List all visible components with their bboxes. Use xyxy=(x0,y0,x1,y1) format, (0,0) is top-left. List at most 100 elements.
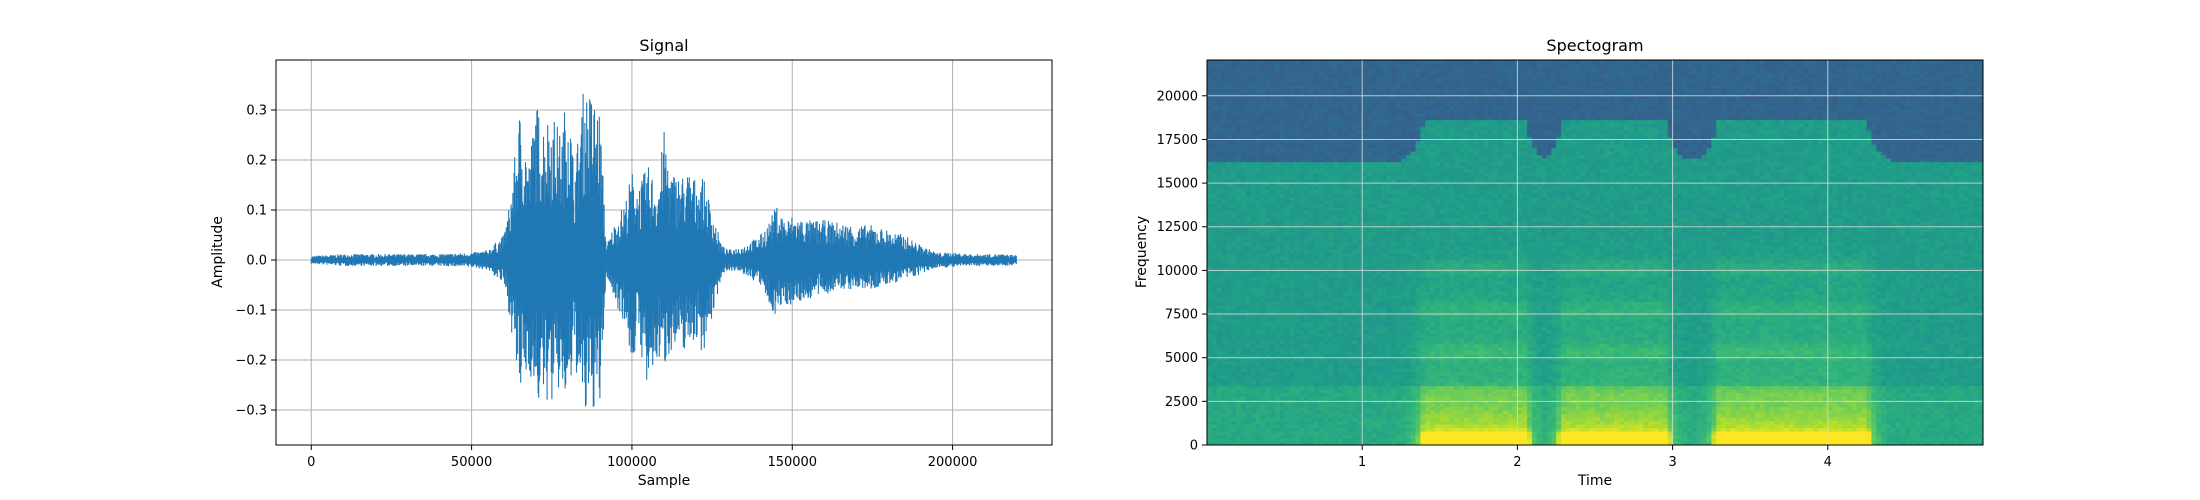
spectrogram-cell xyxy=(1323,256,1329,261)
spectrogram-cell xyxy=(1323,315,1329,320)
spectrogram-cell xyxy=(1381,326,1388,331)
spectrogram-cell xyxy=(1415,301,1421,306)
spectrogram-cell xyxy=(1304,158,1310,163)
spectrogram-cell xyxy=(1362,315,1368,320)
spectrogram-cell xyxy=(1216,364,1223,369)
spectrogram-cell xyxy=(1381,343,1388,348)
spectrogram-cell xyxy=(1236,60,1242,65)
spectrogram-cell xyxy=(1211,203,1218,208)
spectrogram-cell xyxy=(1270,336,1276,341)
spectrogram-cell xyxy=(1304,410,1310,415)
spectrogram-cell xyxy=(1270,165,1276,170)
spectrogram-cell xyxy=(1396,112,1402,117)
spectrogram-cell xyxy=(1318,154,1324,159)
spectrogram-cell xyxy=(1415,287,1421,292)
spectrogram-cell xyxy=(1226,221,1232,226)
spectrogram-cell xyxy=(1318,63,1324,68)
spectrogram-cell xyxy=(1367,420,1373,425)
spectrogram-cell xyxy=(1415,403,1421,408)
spectrogram-cell xyxy=(1274,273,1281,278)
spectrogram-cell xyxy=(1289,396,1295,401)
spectrogram-cell xyxy=(1376,228,1383,233)
spectrogram-cell xyxy=(1362,60,1368,65)
spectrogram-cell xyxy=(1211,263,1218,268)
spectrogram-cell xyxy=(1216,259,1223,264)
spectrogram-cell xyxy=(1352,301,1358,306)
spectrogram-cell xyxy=(1357,196,1363,201)
spectrogram-cell xyxy=(1352,438,1358,443)
spectrogram-cell xyxy=(1240,273,1247,278)
spectrogram-cell xyxy=(1386,249,1392,254)
spectrogram-cell xyxy=(1342,438,1349,443)
spectrogram-cell xyxy=(1211,301,1218,306)
spectrogram-cell xyxy=(1401,165,1407,170)
spectrogram-cell xyxy=(1231,298,1237,303)
spectrogram-cell xyxy=(1386,413,1392,418)
spectrogram-cell xyxy=(1328,196,1334,201)
spectrogram-cell xyxy=(1255,91,1261,96)
spectrogram-cell xyxy=(1401,280,1407,285)
spectrogram-cell xyxy=(1347,263,1354,268)
spectrogram-cell xyxy=(1352,228,1358,233)
spectrogram-cell xyxy=(1255,284,1261,289)
spectrogram-cell xyxy=(1284,424,1291,429)
spectrogram-cell xyxy=(1270,301,1276,306)
spectrogram-cell xyxy=(1231,347,1237,352)
spectrogram-cell xyxy=(1289,259,1295,264)
spectrogram-cell xyxy=(1216,403,1223,408)
spectrogram-cell xyxy=(1265,91,1271,96)
spectrogram-cell xyxy=(1376,77,1383,82)
spectrogram-cell xyxy=(1367,91,1373,96)
spectrogram-cell xyxy=(1391,385,1397,390)
spectrogram-cell xyxy=(1337,60,1344,65)
spectrogram-cell xyxy=(1255,301,1261,306)
spectrogram-cell xyxy=(1405,438,1412,443)
spectrogram-cell xyxy=(1405,144,1412,149)
spectrogram-cell xyxy=(1284,144,1291,149)
spectrogram-cell xyxy=(1328,249,1334,254)
spectrogram-cell xyxy=(1274,287,1281,292)
spectrogram-cell xyxy=(1308,203,1315,208)
spectrogram-cell xyxy=(1318,175,1324,180)
spectrogram-cell xyxy=(1396,88,1402,93)
spectrogram-cell xyxy=(1236,126,1242,131)
spectrogram-cell xyxy=(1255,95,1261,100)
spectrogram-cell xyxy=(1231,74,1237,79)
spectrogram-cell xyxy=(1342,84,1349,89)
spectrogram-cell xyxy=(1381,420,1388,425)
spectrogram-cell xyxy=(1391,368,1397,373)
spectrogram-cell xyxy=(1342,336,1349,341)
spectrogram-cell xyxy=(1260,343,1266,348)
spectrogram-cell xyxy=(1221,361,1227,366)
spectrogram-cell xyxy=(1410,340,1417,345)
spectrogram-cell xyxy=(1304,228,1310,233)
spectrogram-cell xyxy=(1362,235,1368,240)
spectrogram-cell xyxy=(1342,154,1349,159)
spectrogram-cell xyxy=(1260,119,1266,124)
spectrogram-cell xyxy=(1299,392,1305,397)
spectrogram-cell xyxy=(1274,434,1281,439)
spectrogram-cell xyxy=(1226,333,1232,338)
spectrogram-cell xyxy=(1367,371,1373,376)
spectrogram-cell xyxy=(1342,382,1349,387)
spectrogram-cell xyxy=(1333,438,1339,443)
spectrogram-cell xyxy=(1337,74,1344,79)
spectrogram-cell xyxy=(1211,112,1218,117)
spectrogram-cell xyxy=(1352,280,1358,285)
spectrogram-cell xyxy=(1352,434,1358,439)
spectrogram-cell xyxy=(1207,389,1213,394)
spectrogram-cell xyxy=(1260,60,1266,65)
spectrogram-cell xyxy=(1226,98,1232,103)
spectrogram-cell xyxy=(1231,336,1237,341)
spectrogram-cell xyxy=(1386,308,1392,313)
spectrogram-cell xyxy=(1226,130,1232,135)
spectrogram-cell xyxy=(1396,336,1402,341)
spectrogram-cell xyxy=(1342,287,1349,292)
spectrogram-cell xyxy=(1323,228,1329,233)
spectrogram-cell xyxy=(1231,284,1237,289)
spectrogram-cell xyxy=(1226,238,1232,243)
spectrogram-cell xyxy=(1216,235,1223,240)
spectrogram-cell xyxy=(1299,301,1305,306)
spectrogram-cell xyxy=(1260,88,1266,93)
spectrogram-cell xyxy=(1333,133,1339,138)
